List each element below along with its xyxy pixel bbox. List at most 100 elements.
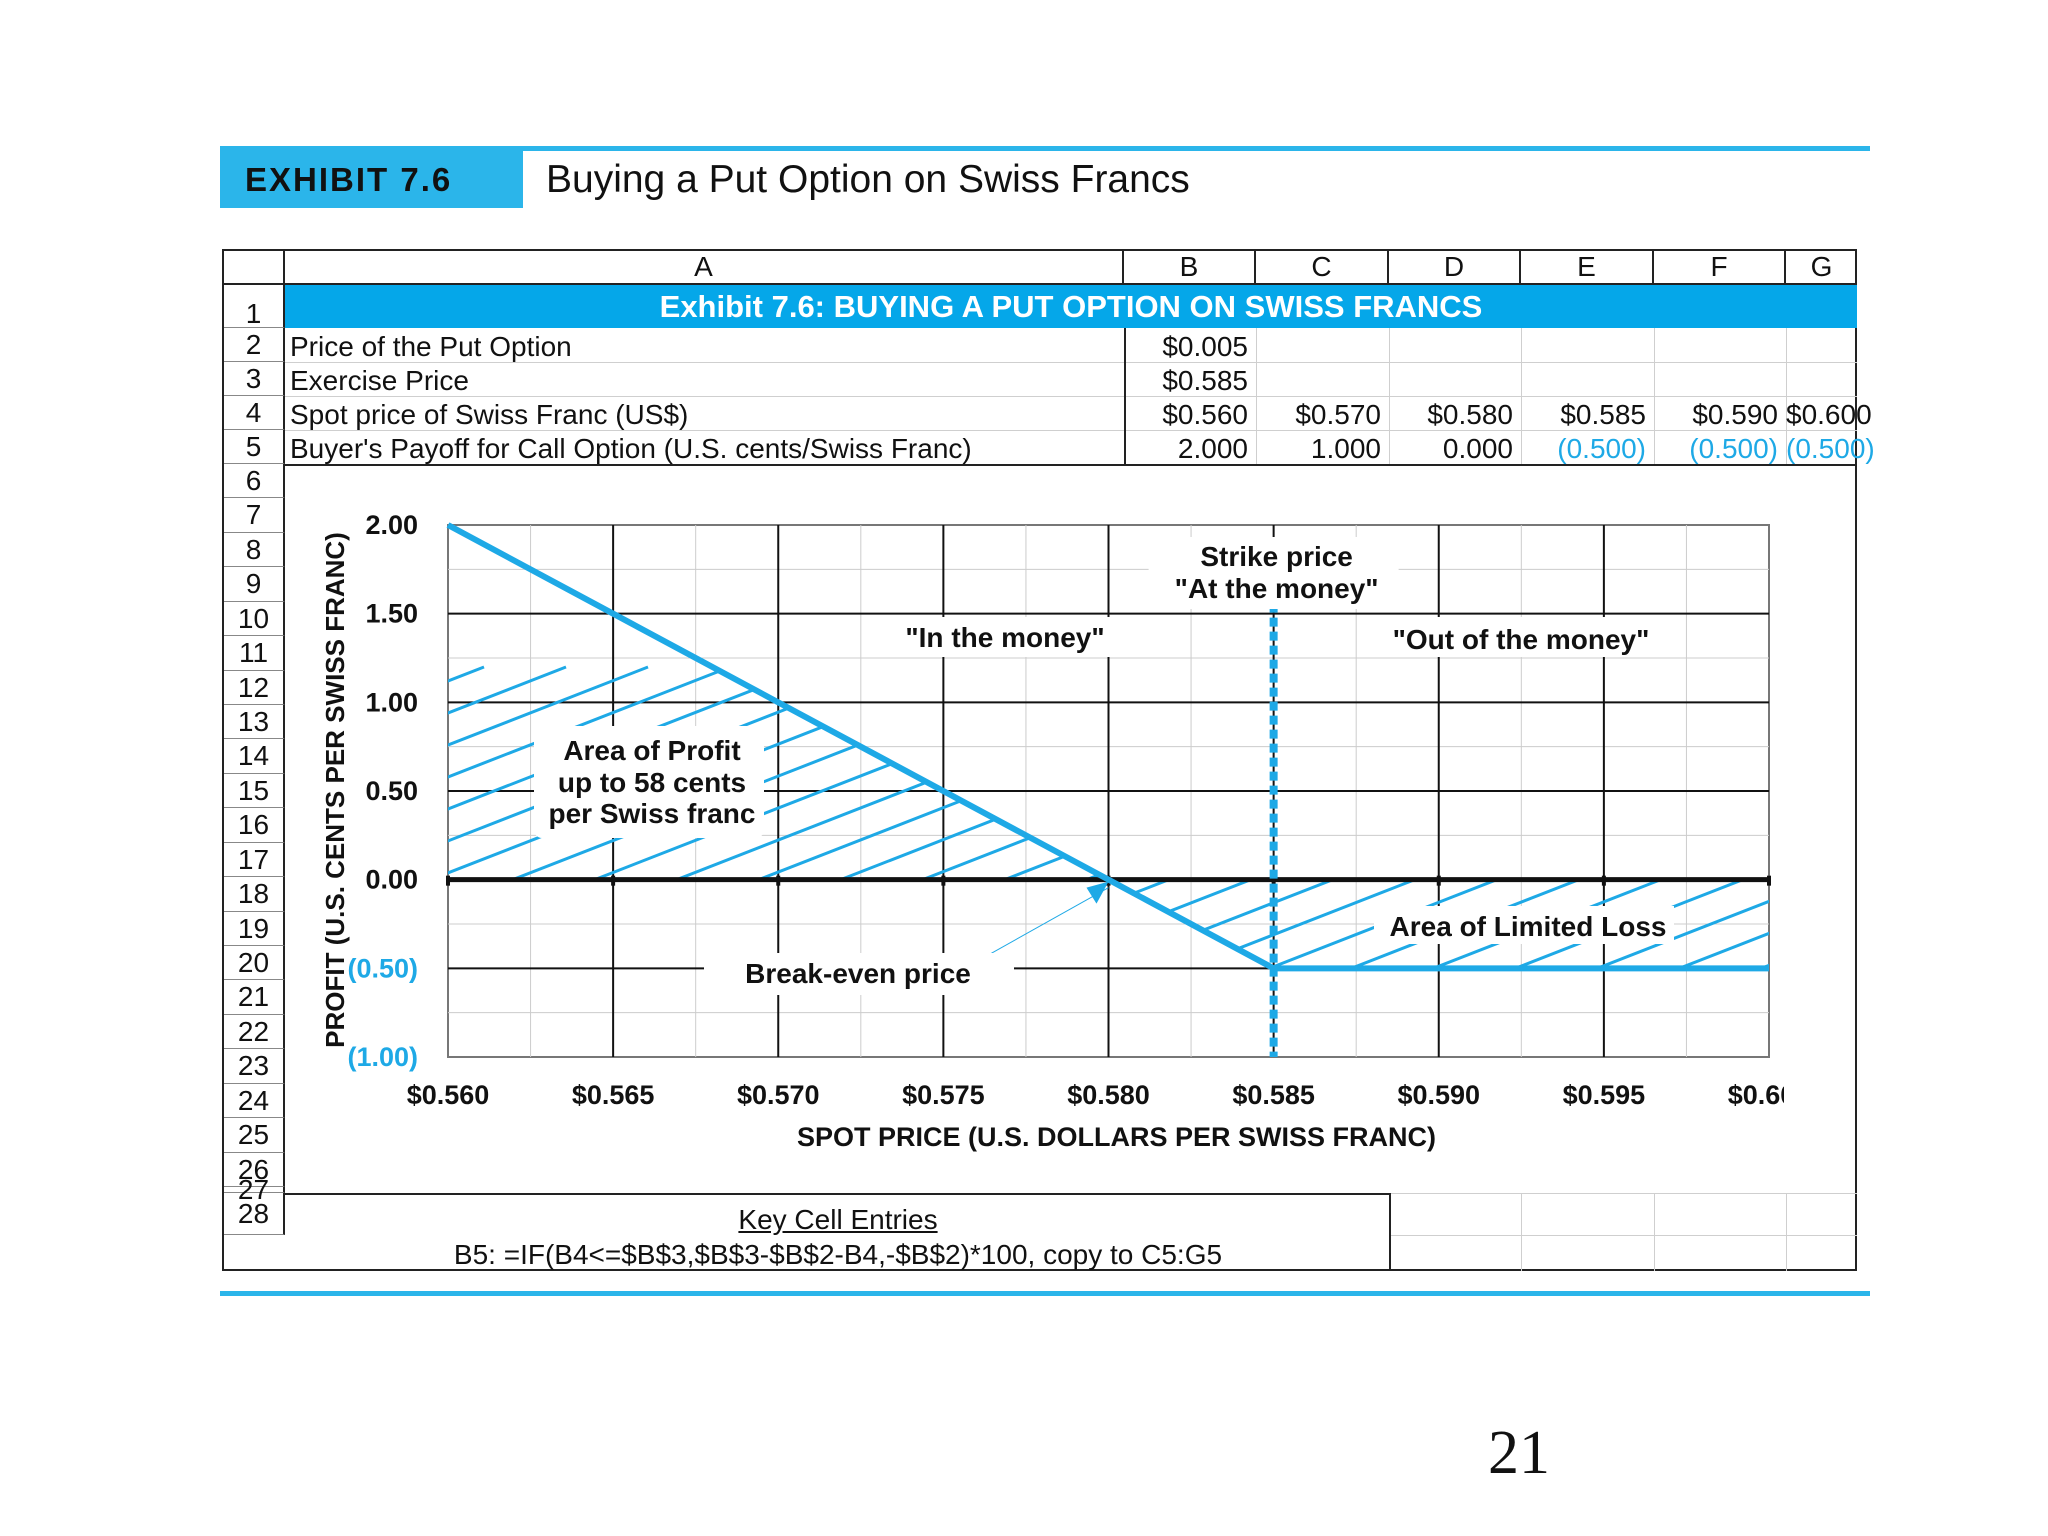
limited-loss-label: Area of Limited Loss <box>1390 911 1667 942</box>
row-number: 15 <box>224 773 285 809</box>
row-number: 2 <box>224 328 285 362</box>
break-even-arrowhead <box>1086 881 1109 904</box>
column-header-a: A <box>285 251 1124 285</box>
hatch-line <box>448 665 1109 880</box>
y-axis-title: PROFIT (U.S. CENTS PER SWISS FRANC) <box>320 532 350 1048</box>
column-header-e: E <box>1521 251 1654 285</box>
row-number: 10 <box>224 601 285 637</box>
value-exercise-price: $0.585 <box>1162 365 1248 396</box>
col-line <box>1124 328 1126 465</box>
x-tick-label: $0.590 <box>1397 1080 1480 1110</box>
key-cell-title: Key Cell Entries <box>738 1204 938 1235</box>
row-number: 26 <box>224 1152 285 1188</box>
row-number: 1 <box>224 285 285 329</box>
row-number: 5 <box>224 430 285 464</box>
payoff-cell: (0.500) <box>1557 433 1646 464</box>
hatch-line <box>1780 667 1784 1057</box>
column-header-c: C <box>1256 251 1389 285</box>
payoff-cell: (0.500) <box>1786 433 1875 464</box>
y-tick-label: (0.50) <box>347 953 418 983</box>
row-number: 3 <box>224 362 285 396</box>
row-number: 12 <box>224 670 285 705</box>
key-cell-box <box>285 1193 1391 1271</box>
strike-label-line1: Strike price <box>1200 541 1353 572</box>
exhibit-title: Buying a Put Option on Swiss Francs <box>546 158 1190 201</box>
col-line <box>1521 328 1522 465</box>
row-number: 25 <box>224 1118 285 1153</box>
col-line <box>1521 1193 1522 1271</box>
x-tick-label: $0.560 <box>407 1080 490 1110</box>
hatch-line <box>448 665 977 880</box>
profit-area-label: up to 58 cents <box>558 767 746 798</box>
corner-cell <box>224 251 285 285</box>
top-rule <box>220 146 1870 151</box>
row-number: 20 <box>224 946 285 981</box>
label-exercise-price: Exercise Price <box>290 365 469 396</box>
row-number: 28 <box>224 1193 285 1235</box>
label-spot-price: Spot price of Swiss Franc (US$) <box>290 399 689 430</box>
y-tick-label: 0.50 <box>365 776 418 806</box>
break-even-label: Break-even price <box>745 958 971 989</box>
table-bottom-rule <box>285 464 1857 466</box>
row-line <box>285 362 1857 363</box>
row-number: 4 <box>224 396 285 430</box>
y-tick-label: 0.00 <box>365 865 418 895</box>
row-line <box>1391 1193 1857 1194</box>
spot-price-cell: $0.580 <box>1427 399 1513 430</box>
payoff-cell: 0.000 <box>1442 433 1513 464</box>
y-tick-label: (1.00) <box>347 1042 418 1072</box>
hatch-line <box>549 665 1109 880</box>
row-line <box>285 396 1857 397</box>
column-header-d: D <box>1389 251 1521 285</box>
in-money-bg <box>889 617 1119 657</box>
spot-price-cell: $0.585 <box>1560 399 1646 430</box>
out-money-bg <box>1379 617 1659 657</box>
row-number: 21 <box>224 980 285 1015</box>
hatch-line <box>467 665 1109 880</box>
x-tick-label: $0.595 <box>1563 1080 1646 1110</box>
row-number: 16 <box>224 808 285 843</box>
row-number: 8 <box>224 532 285 568</box>
x-axis-title: SPOT PRICE (U.S. DOLLARS PER SWISS FRANC… <box>797 1122 1436 1152</box>
y-tick-label: 1.00 <box>365 687 418 717</box>
exhibit-label: EXHIBIT 7.6 <box>220 151 523 208</box>
spot-price-cell: $0.570 <box>1295 399 1381 430</box>
x-tick-label: $0.570 <box>737 1080 820 1110</box>
row-number: 14 <box>224 739 285 774</box>
col-line <box>1654 1193 1655 1271</box>
bottom-rule <box>220 1291 1870 1296</box>
column-header-f: F <box>1654 251 1786 285</box>
profit-area-label: per Swiss franc <box>549 798 756 829</box>
payoff-cell: 1.000 <box>1310 433 1381 464</box>
page-number: 21 <box>1488 1419 1550 1487</box>
profit-area-label: Area of Profit <box>563 735 740 766</box>
sheet-banner: Exhibit 7.6: BUYING A PUT OPTION ON SWIS… <box>285 285 1857 328</box>
profit-area-bg <box>534 726 764 838</box>
row-number: 23 <box>224 1049 285 1084</box>
x-tick-label: $0.565 <box>572 1080 655 1110</box>
payoff-cell: (0.500) <box>1689 433 1778 464</box>
row-number: 11 <box>224 636 285 671</box>
payoff-cell: 2.000 <box>1177 433 1248 464</box>
x-tick-label: $0.585 <box>1232 1080 1315 1110</box>
row-number: 13 <box>224 705 285 740</box>
row-number: 22 <box>224 1014 285 1050</box>
x-tick-label: $0.575 <box>902 1080 985 1110</box>
col-line <box>1256 328 1257 465</box>
row-line <box>285 430 1857 431</box>
x-tick-label: $0.580 <box>1067 1080 1150 1110</box>
payoff-line <box>446 522 1769 972</box>
col-line <box>1389 328 1390 465</box>
y-tick-label: 1.50 <box>365 599 418 629</box>
row-line <box>1391 1235 1857 1236</box>
hatch-line <box>448 665 649 880</box>
y-tick-label: 2.00 <box>365 510 418 540</box>
column-header-b: B <box>1124 251 1256 285</box>
key-cell-formula: B5: =IF(B4<=$B$3,$B$3-$B$2-B4,-$B$2)*100… <box>453 1239 1223 1270</box>
strike-label-bg <box>1148 537 1399 609</box>
x-tick-label: $0.600 <box>1728 1080 1784 1110</box>
row-number: 24 <box>224 1083 285 1119</box>
row-number: 7 <box>224 498 285 533</box>
spot-price-cell: $0.560 <box>1162 399 1248 430</box>
in-the-money-label: "In the money" <box>905 622 1104 653</box>
